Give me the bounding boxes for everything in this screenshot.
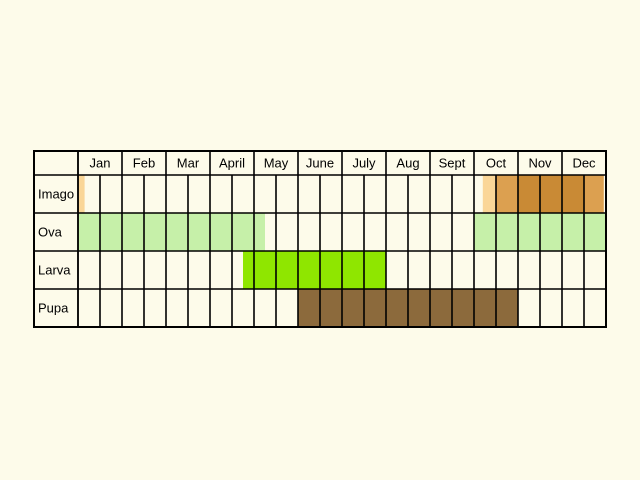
month-label-june: June — [306, 156, 334, 171]
period-ova-0 — [78, 213, 265, 251]
period-imago-0 — [78, 175, 85, 213]
month-label-nov: Nov — [528, 156, 552, 171]
month-label-sept: Sept — [439, 156, 466, 171]
month-label-may: May — [264, 156, 289, 171]
stage-label-ova: Ova — [38, 225, 63, 240]
period-larva-0 — [243, 251, 386, 289]
month-label-feb: Feb — [133, 156, 155, 171]
month-label-jan: Jan — [90, 156, 111, 171]
stage-label-imago: Imago — [38, 187, 74, 202]
chart-labels: Jan Feb Mar April May June July Aug Sept Oct Nov De… — [38, 156, 596, 316]
month-label-aug: Aug — [396, 156, 419, 171]
month-label-oct: Oct — [486, 156, 507, 171]
calendar-grid — [33, 150, 607, 328]
month-label-dec: Dec — [572, 156, 596, 171]
stage-label-larva: Larva — [38, 263, 71, 278]
stage-label-pupa: Pupa — [38, 301, 69, 316]
month-label-july: July — [352, 156, 376, 171]
table-border — [33, 150, 607, 328]
period-imago-1 — [482, 175, 496, 213]
month-label-mar: Mar — [177, 156, 200, 171]
period-imago-3 — [518, 175, 584, 213]
month-label-april: April — [219, 156, 245, 171]
